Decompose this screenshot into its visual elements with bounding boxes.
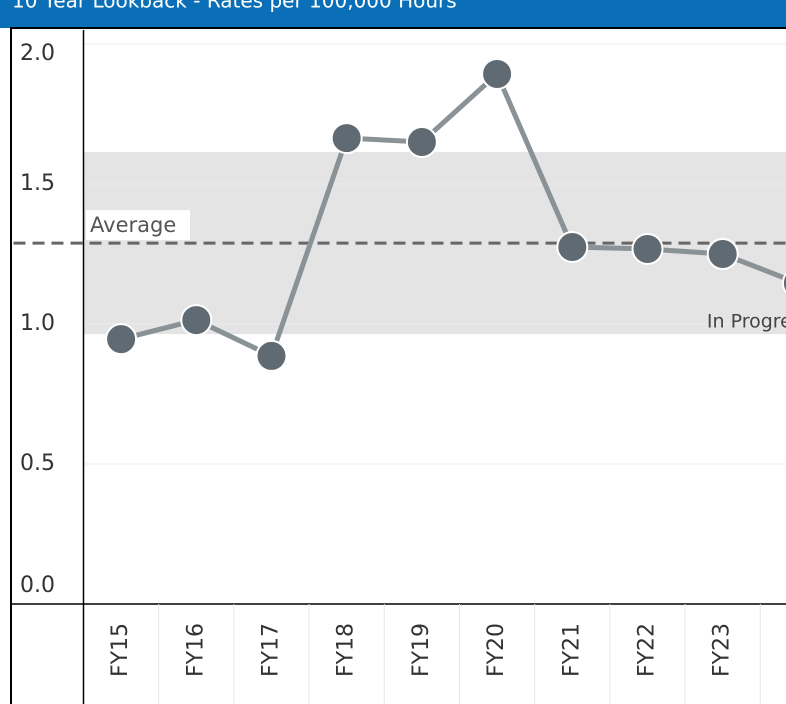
data-point xyxy=(255,339,288,372)
title-bar xyxy=(0,0,786,28)
series-line xyxy=(120,69,786,360)
x-tick-label: FY16 xyxy=(183,623,208,677)
data-point xyxy=(330,122,363,155)
data-point xyxy=(481,57,514,90)
data-point xyxy=(105,323,138,356)
x-tick-label: FY17 xyxy=(259,623,284,677)
y-tick-label: 0.0 xyxy=(20,573,55,598)
data-point xyxy=(631,232,664,265)
data-point xyxy=(781,272,786,294)
data-point xyxy=(706,238,739,270)
x-tick-label: FY20 xyxy=(484,623,509,677)
x-tick-label: FY18 xyxy=(334,623,359,677)
x-tick-label: FY19 xyxy=(409,623,434,677)
average-label-bg xyxy=(86,210,190,241)
x-tick-label: FY15 xyxy=(108,623,133,677)
y-tick-label: 1.0 xyxy=(20,311,55,336)
average-label: Average xyxy=(90,213,176,237)
x-tick-label: FY23 xyxy=(710,623,735,677)
data-point xyxy=(405,126,438,158)
annotation: In Progress xyxy=(707,311,786,333)
y-tick-label: 2.0 xyxy=(20,41,55,66)
y-tick-label: 1.5 xyxy=(20,171,55,196)
data-point xyxy=(556,231,589,263)
data-point xyxy=(180,304,213,337)
y-tick-label: 0.5 xyxy=(20,451,55,476)
x-tick-label: FY22 xyxy=(635,623,660,677)
x-tick-label: FY21 xyxy=(559,623,584,677)
chart-frame xyxy=(10,28,786,704)
chart-title: 10 Year Lookback - Rates per 100,000 Hou… xyxy=(12,0,457,13)
